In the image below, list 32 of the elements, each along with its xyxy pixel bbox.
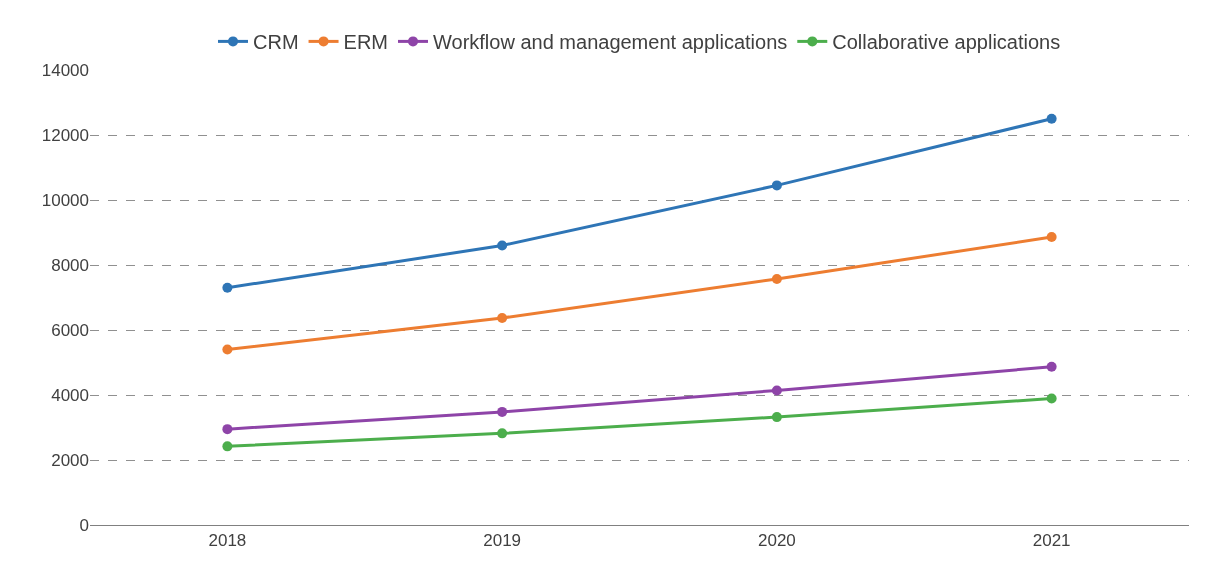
point [771, 273, 782, 284]
y-tick-label: 2000 [51, 450, 89, 470]
y-tick-label: 12000 [41, 125, 89, 145]
point [222, 441, 233, 452]
x-tick-label: 2018 [208, 531, 247, 551]
x-tick-label: 2020 [757, 531, 796, 551]
point [497, 312, 508, 323]
y-tick-label: 10000 [41, 190, 89, 210]
point [497, 240, 508, 251]
legend-label: Workflow and management applications [433, 31, 788, 54]
x-tick-label: 2021 [1032, 531, 1071, 551]
point [771, 385, 782, 396]
point [1046, 113, 1057, 124]
point [771, 412, 782, 423]
legend-label: CRM [253, 31, 299, 54]
point [497, 428, 508, 439]
point [222, 282, 233, 293]
y-tick-label: 4000 [51, 385, 89, 405]
legend-label: ERM [343, 31, 388, 54]
point [1046, 232, 1057, 243]
y-tick-label: 6000 [51, 320, 89, 340]
y-tick-label: 8000 [51, 255, 89, 275]
y-tick-label: 14000 [41, 60, 89, 80]
point [1046, 393, 1057, 404]
y-tick-label: 0 [79, 515, 89, 535]
point [222, 344, 233, 355]
point [771, 180, 782, 191]
x-tick-label: 2019 [483, 531, 522, 551]
point [497, 406, 508, 417]
legend-label: Collaborative applications [832, 31, 1061, 54]
point [222, 424, 233, 435]
point [1046, 361, 1057, 372]
